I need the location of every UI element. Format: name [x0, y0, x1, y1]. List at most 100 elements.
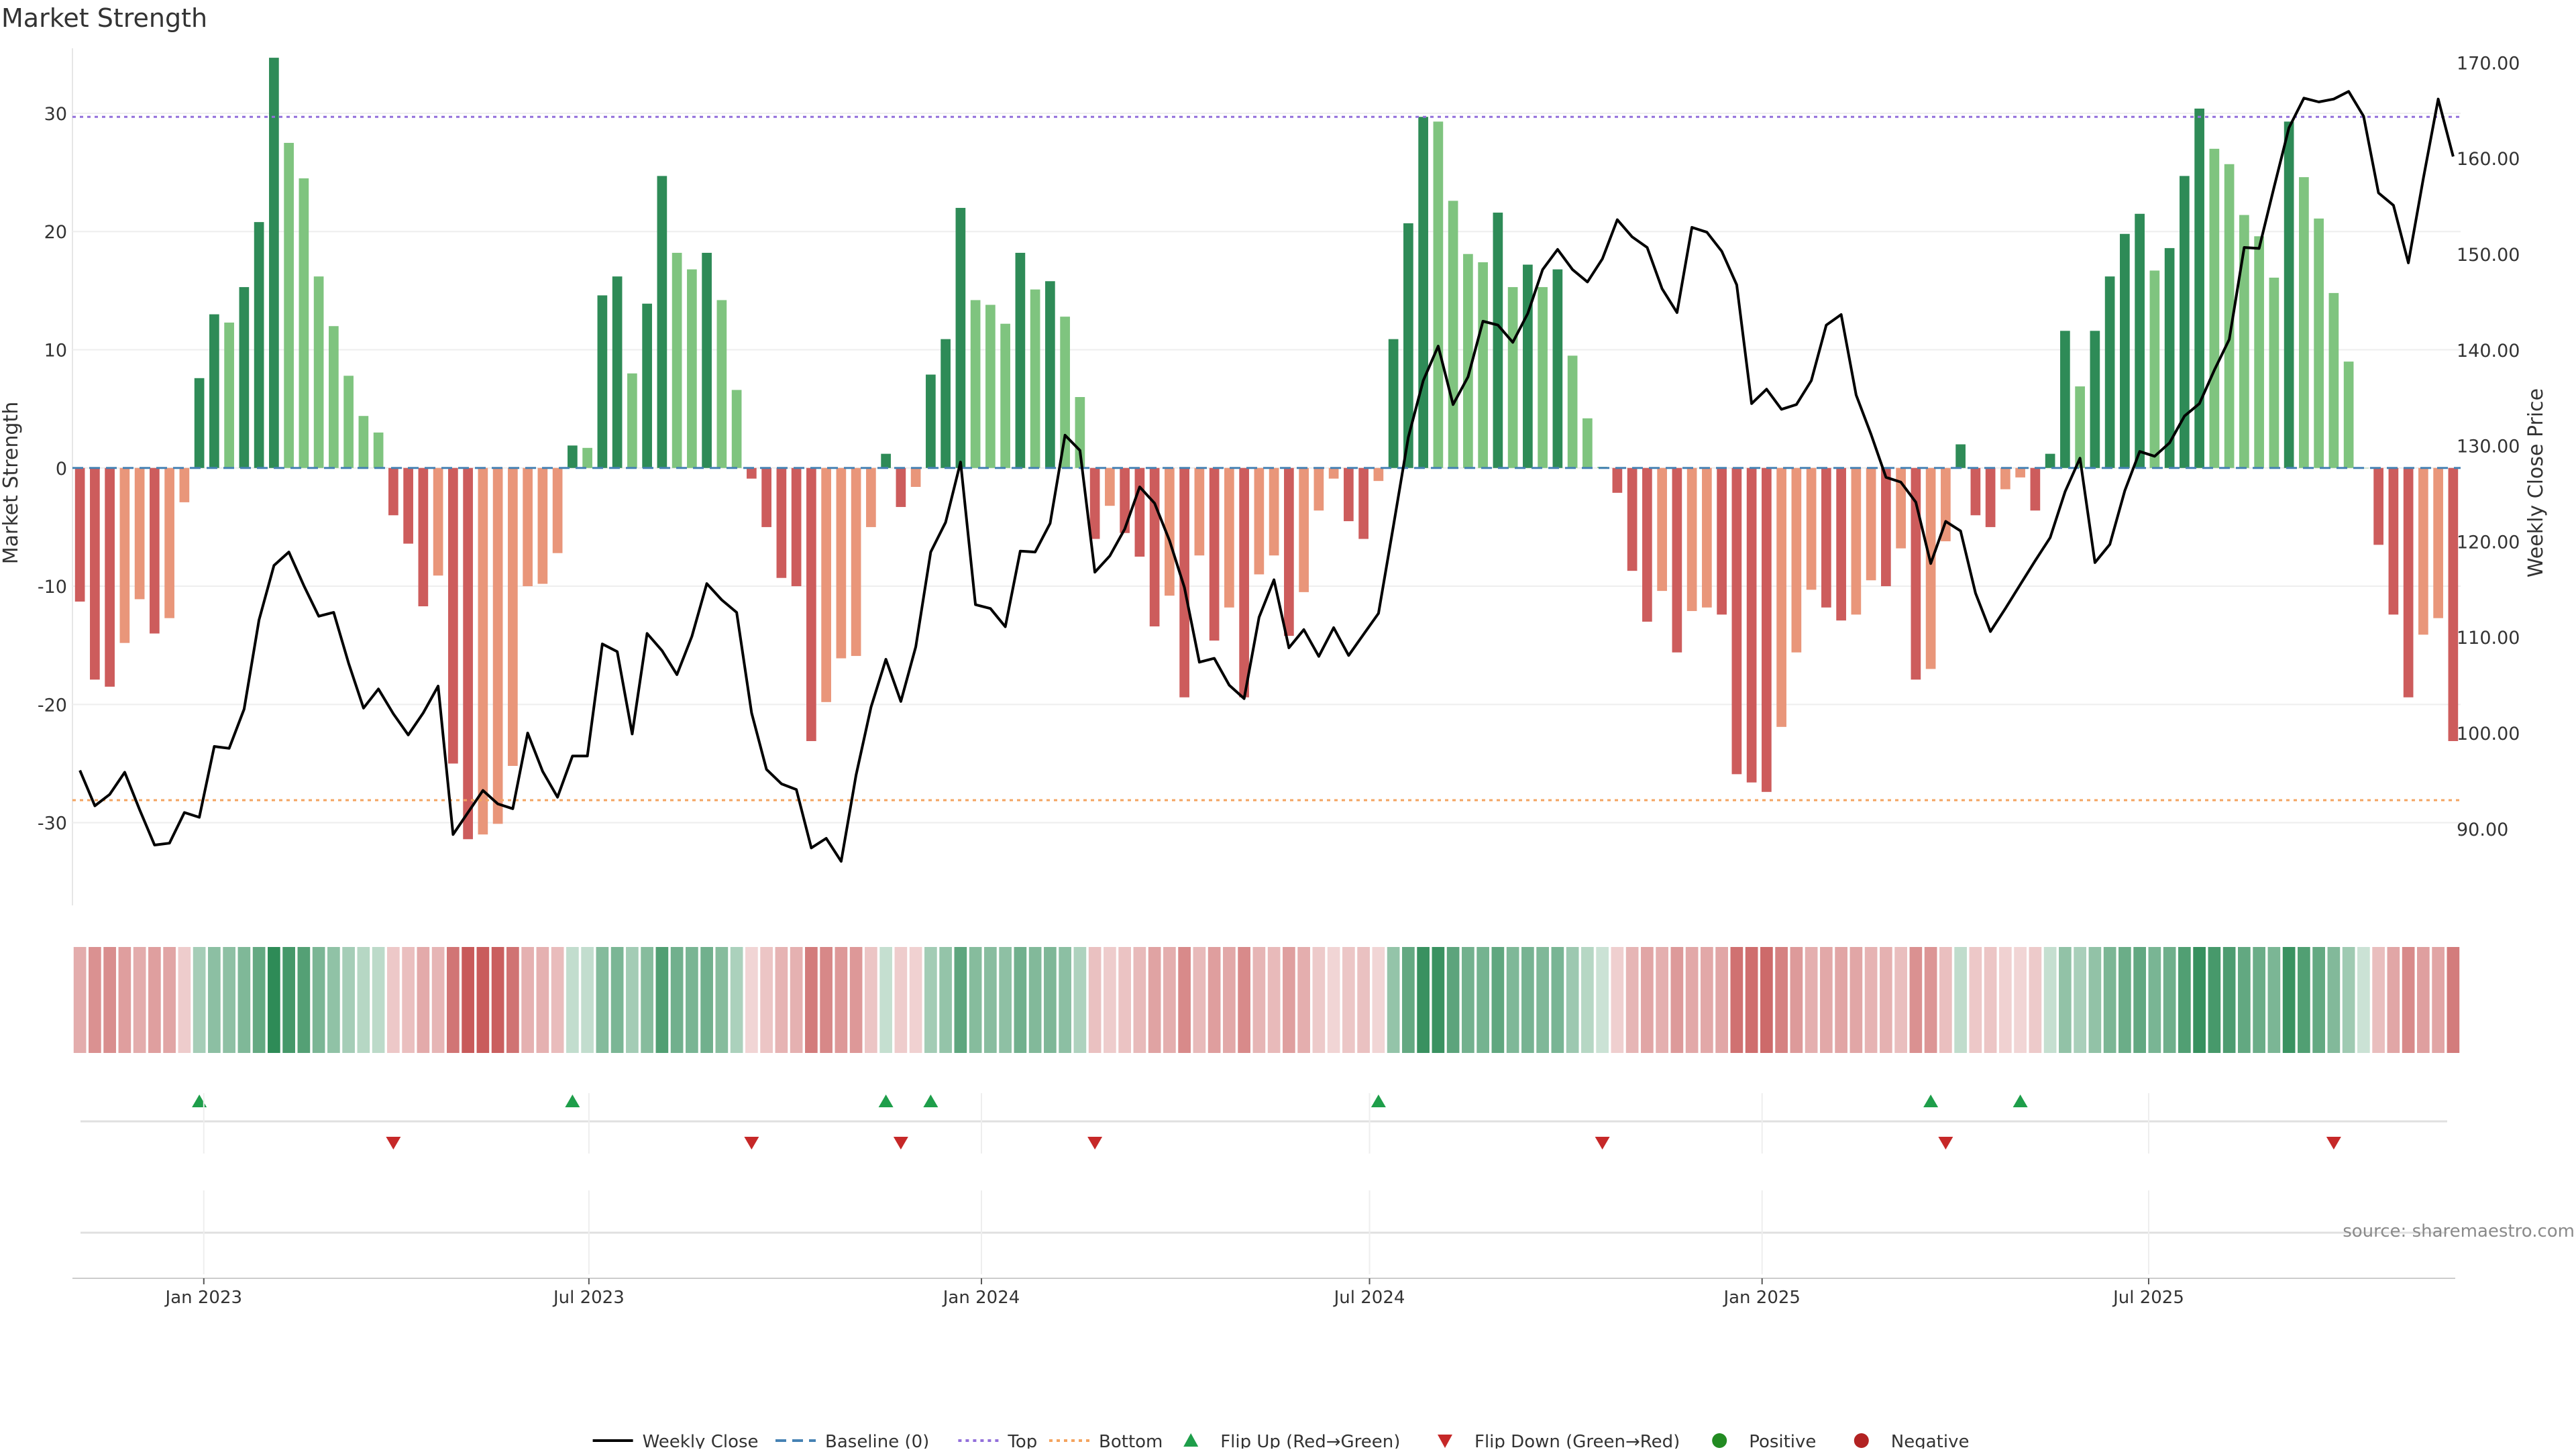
strength-bar: [2269, 277, 2279, 468]
heatmap-cell: [1536, 947, 1549, 1053]
strength-bar: [597, 295, 608, 468]
strength-bar: [881, 453, 891, 468]
strength-bar: [2299, 177, 2309, 468]
legend-swatch-flip-down: [1438, 1435, 1452, 1448]
strength-bar: [179, 467, 190, 502]
heatmap-cell: [2193, 947, 2206, 1053]
heatmap-cell: [1014, 947, 1027, 1053]
strength-bar: [1328, 467, 1339, 479]
heatmap-cell: [745, 947, 758, 1053]
strength-bar: [1134, 467, 1145, 557]
legend-label: Flip Up (Red→Green): [1220, 1432, 1400, 1449]
strength-bar: [747, 467, 757, 479]
heatmap-cell: [2059, 947, 2072, 1053]
heatmap-cell: [402, 947, 415, 1053]
heatmap-cell: [1790, 947, 1803, 1053]
heatmap-cell: [2432, 947, 2445, 1053]
heatmap-cell: [342, 947, 355, 1053]
strength-bar: [1896, 467, 1906, 549]
strength-bar: [1925, 467, 1936, 669]
flip-up-marker: [565, 1095, 580, 1107]
strength-bar: [2448, 467, 2459, 741]
panel-frames: [72, 48, 2455, 1279]
y-axis-left: -30 -20 -10 0 10 20 30: [38, 104, 67, 834]
heatmap-cell: [999, 947, 1012, 1053]
strength-bar: [1866, 467, 1876, 581]
heatmap-cell: [2103, 947, 2116, 1053]
heatmap-cell: [715, 947, 729, 1053]
strength-bar: [2060, 331, 2070, 468]
heatmap-cell: [2372, 947, 2385, 1053]
strength-bar: [1881, 467, 1891, 587]
heatmap-cell: [118, 947, 131, 1053]
heatmap-cell: [1402, 947, 1415, 1053]
strength-bar: [1985, 467, 1996, 527]
strength-bar: [1538, 287, 1548, 468]
flip-down-marker: [1938, 1137, 1953, 1150]
legend-item: Negative: [1854, 1432, 1969, 1452]
heatmap-cell: [536, 947, 549, 1053]
strength-bar: [955, 207, 966, 468]
heatmap-cell: [775, 947, 788, 1053]
heatmap-cell: [670, 947, 684, 1053]
strength-bar: [1955, 444, 1966, 468]
heatmap-cell: [1327, 947, 1340, 1053]
heatmap-cell: [2327, 947, 2341, 1053]
strength-bar: [2000, 467, 2010, 490]
strength-bar: [1731, 467, 1742, 775]
flip-up-marker: [878, 1095, 894, 1107]
flip-up-marker: [923, 1095, 938, 1107]
flip-down-marker: [386, 1137, 401, 1150]
strength-bar: [2224, 164, 2235, 468]
strength-bar: [582, 447, 592, 468]
heatmap-cell: [700, 947, 713, 1053]
heatmap-cell: [2312, 947, 2325, 1053]
x-tick-label: Jul 2024: [1333, 1288, 1405, 1308]
legend-label: Bottom: [1099, 1432, 1163, 1449]
y2-tick-label: 90.00: [2457, 820, 2508, 840]
strength-bar: [1627, 467, 1638, 571]
x-tick-label: Jan 2023: [164, 1288, 243, 1308]
strength-bar: [716, 300, 727, 468]
flip-up-marker: [192, 1095, 207, 1107]
legend-label: Weekly Close: [643, 1432, 759, 1449]
legend-item: Positive: [1712, 1432, 1816, 1452]
heatmap-cell: [2298, 947, 2310, 1053]
strength-bar: [2164, 247, 2175, 468]
flip-down-marker: [893, 1137, 908, 1150]
strength-bar: [1165, 467, 1175, 596]
heatmap-cell: [1491, 947, 1505, 1053]
heatmap-cell: [312, 947, 325, 1053]
strength-bar: [1209, 467, 1220, 641]
strength-bar: [702, 252, 712, 468]
x-tick-label: Jan 2024: [942, 1288, 1020, 1308]
heatmap-cell: [506, 947, 519, 1053]
heatmap-cell: [596, 947, 609, 1053]
strength-bar: [2373, 467, 2383, 545]
strength-bar: [2284, 121, 2294, 468]
y2-tick-label: 120.00: [2457, 532, 2520, 553]
strength-bar: [134, 467, 145, 600]
strength-bar: [1418, 117, 1428, 468]
heatmap-cell: [223, 947, 235, 1053]
strength-bar: [2180, 176, 2190, 468]
heatmap-cell: [1044, 947, 1057, 1053]
strength-bar: [1105, 467, 1115, 506]
x-tick-label: Jul 2025: [2112, 1288, 2184, 1308]
heatmap-cell: [1283, 947, 1295, 1053]
heatmap-cell: [2222, 947, 2236, 1053]
strength-bar: [1089, 467, 1100, 539]
heatmap-cell: [1238, 947, 1250, 1053]
strength-bar: [299, 178, 309, 468]
strength-bar: [1373, 467, 1384, 482]
heatmap-cell: [148, 947, 161, 1053]
strength-bar: [1030, 289, 1040, 468]
heatmap-cell: [268, 947, 280, 1053]
strength-bar: [1060, 317, 1070, 468]
heatmap-cell: [133, 947, 146, 1053]
strength-bar: [1000, 323, 1010, 468]
strength-bar: [1149, 467, 1160, 626]
strength-bar: [1344, 467, 1354, 522]
flip-up-marker: [1371, 1095, 1386, 1107]
heatmap-cell: [431, 947, 445, 1053]
